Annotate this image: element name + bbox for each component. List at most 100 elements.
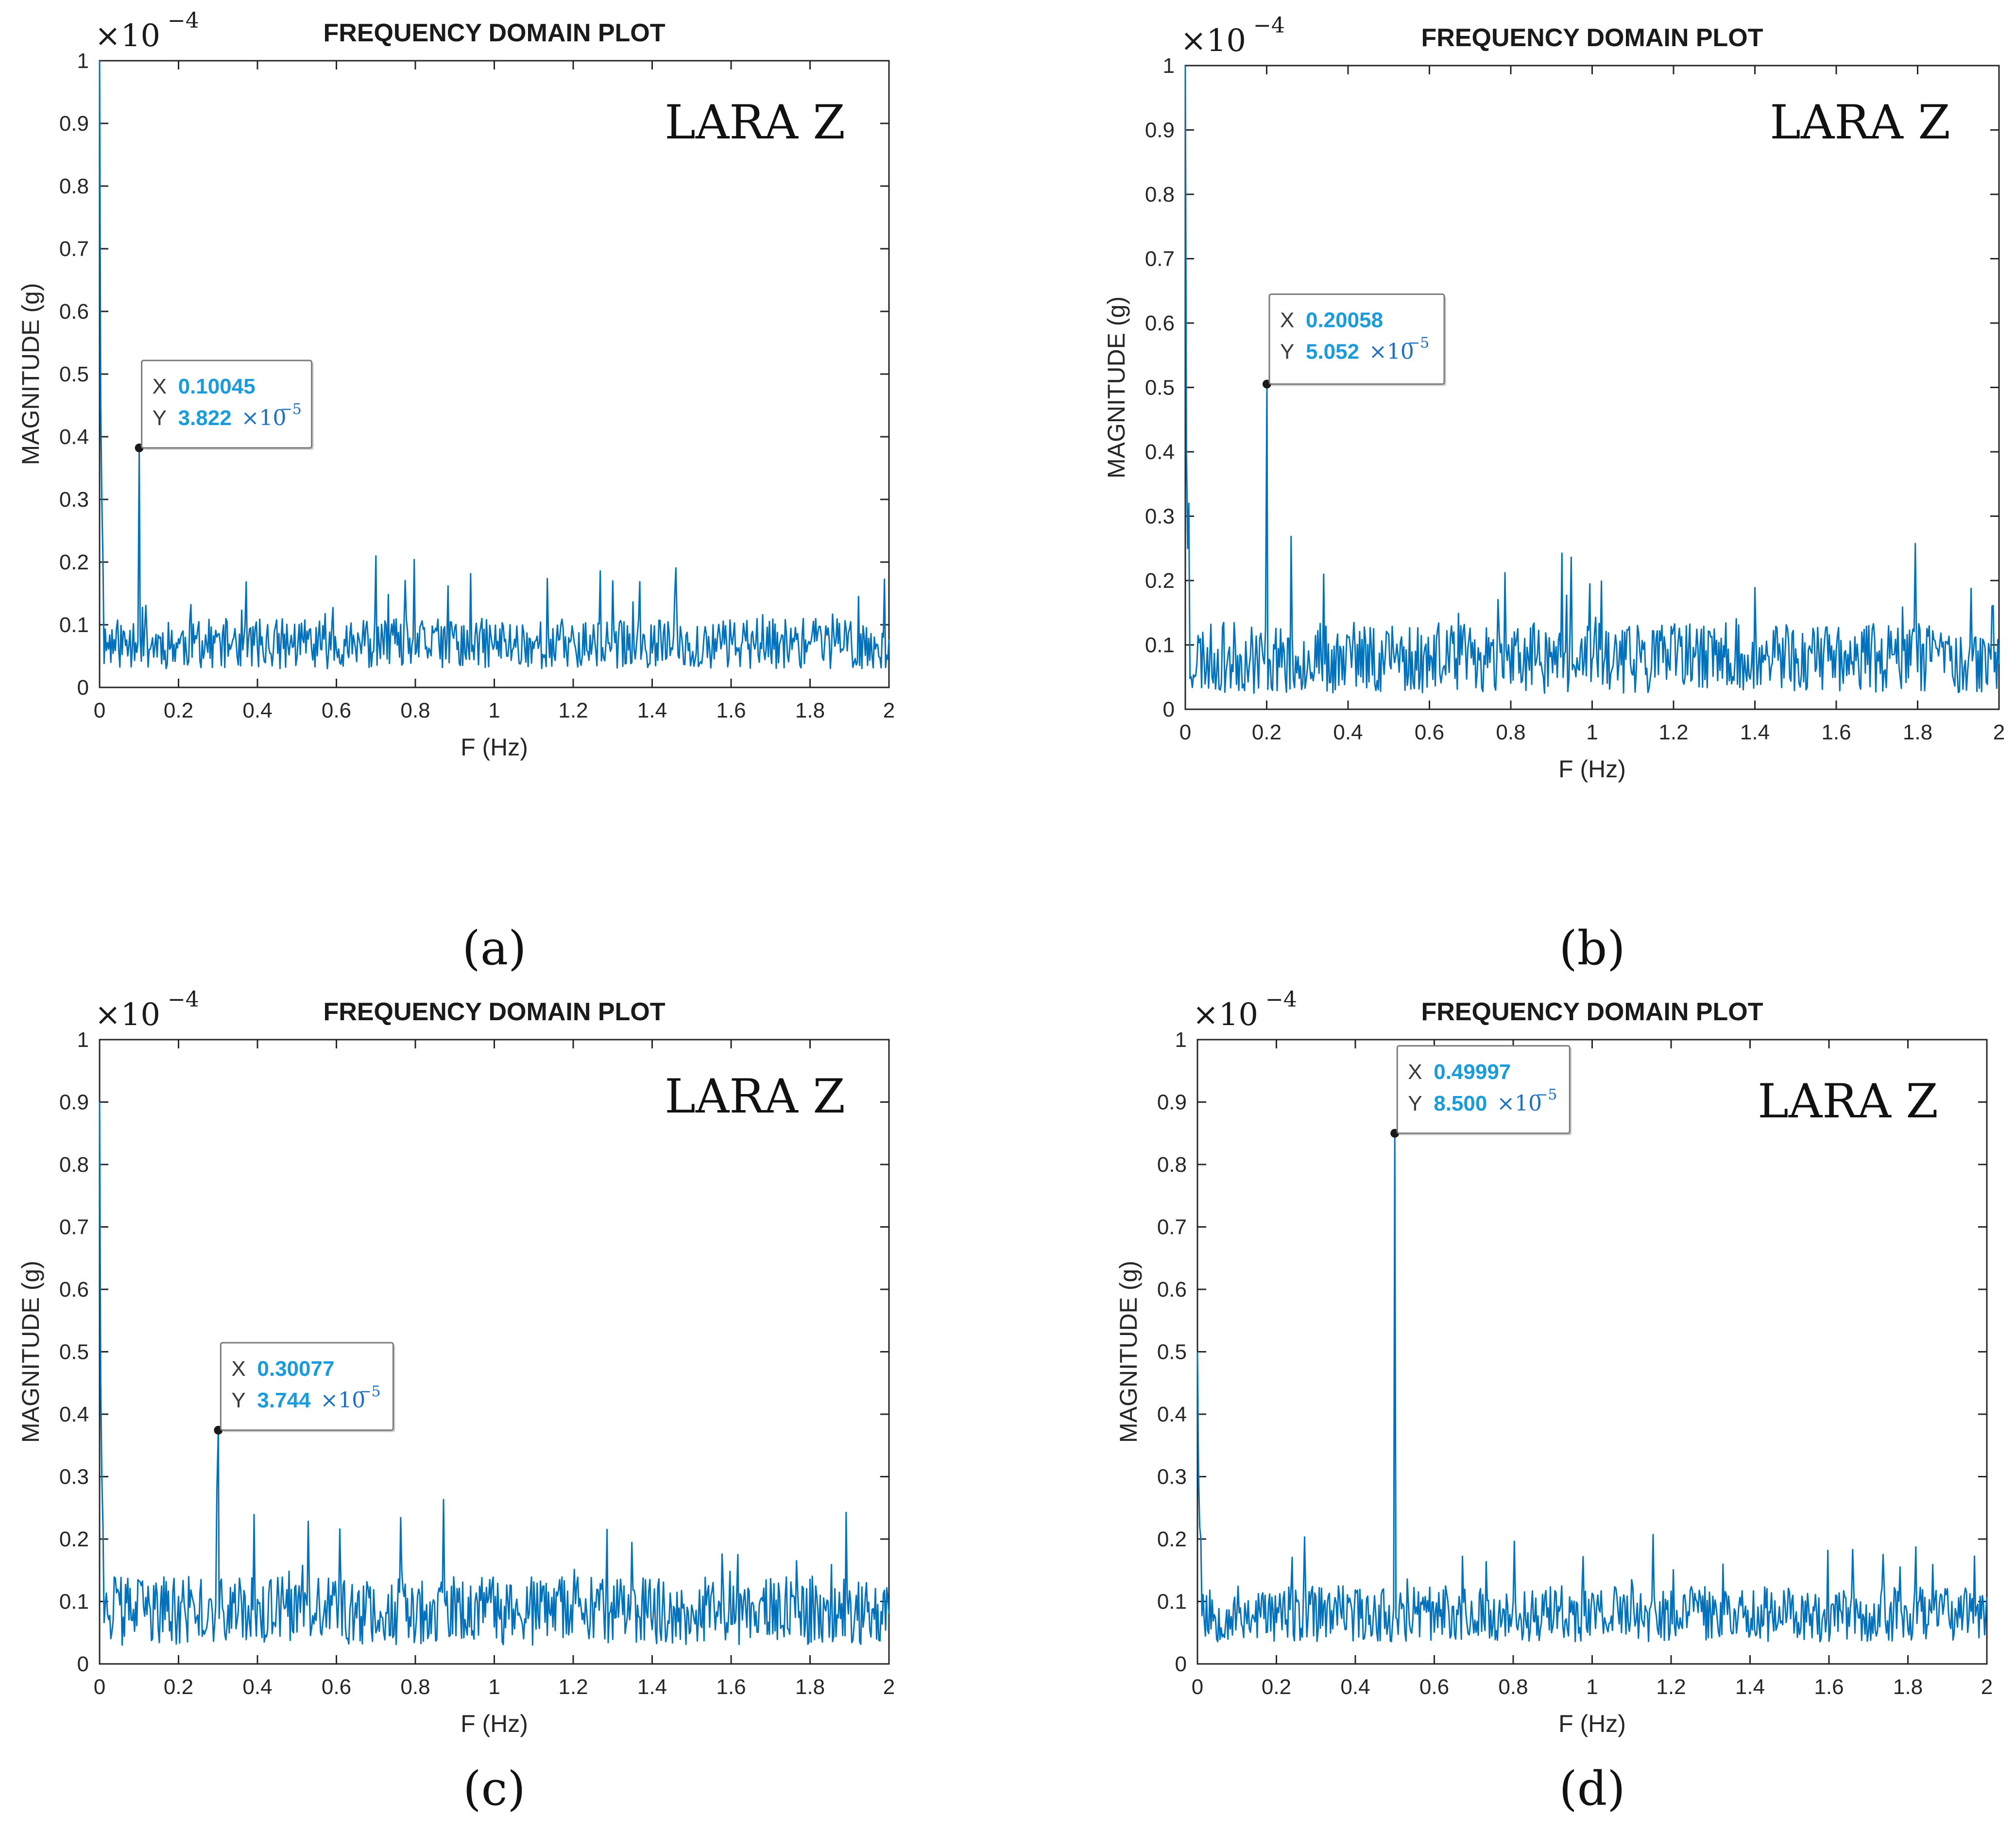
x-tick-label: 1: [488, 1675, 500, 1699]
y-tick-label: 0.2: [1157, 1527, 1187, 1551]
x-tick-label: 2: [1993, 720, 2005, 744]
datatip-box: [1396, 1045, 1571, 1134]
x-tick-label: 0.4: [1333, 720, 1363, 744]
x-tick-label: 0.6: [1415, 720, 1444, 744]
series-line: [99, 1102, 890, 1646]
y-tick-label: 0.8: [59, 174, 89, 198]
y-tick-label: 1: [77, 49, 89, 73]
y-tick-label: 0: [77, 1652, 89, 1676]
datatip-y-exp: −5: [359, 1383, 380, 1400]
x-tick-label: 0.4: [1340, 1675, 1370, 1699]
datatip-y-exp-base: ×10: [241, 406, 287, 430]
y-tick-label: 0.9: [59, 1091, 89, 1114]
y-tick-label: 0.7: [1145, 247, 1175, 271]
y-tick-label: 1: [1163, 54, 1175, 78]
y-tick-label: 0.6: [59, 300, 89, 324]
x-tick-label: 1.2: [1656, 1675, 1686, 1699]
x-tick-label: 0.6: [322, 699, 351, 722]
y-tick-label: 0.3: [1145, 505, 1175, 529]
datatip-x-key: X: [231, 1357, 245, 1381]
x-tick-label: 0: [1179, 720, 1191, 744]
x-tick-label: 1: [488, 699, 500, 722]
datatip-box: [141, 360, 313, 449]
x-tick-label: 1.6: [1814, 1675, 1844, 1699]
x-tick-label: 1.4: [637, 699, 667, 722]
plot-area: [1184, 65, 2000, 710]
y-tick-label: 0.6: [1145, 311, 1175, 335]
x-tick-label: 0.2: [1252, 720, 1281, 744]
y-scale-exponent: −4: [168, 8, 199, 33]
y-tick-label: 0.9: [59, 112, 89, 136]
y-tick-label: 0.9: [1157, 1091, 1187, 1114]
chart-a: 0 0.2 0.4 0.6 0.8 1 1.2 1.4 1.6 1.8 2 0 0.1 0.2 0.3 0.4…: [17, 8, 895, 976]
chart-title: FREQUENCY DOMAIN PLOT: [1421, 24, 1763, 52]
chart-title: FREQUENCY DOMAIN PLOT: [324, 998, 666, 1026]
datatip-y-exp: −5: [1536, 1086, 1557, 1103]
datatip-x-value: 0.49997: [1434, 1060, 1511, 1084]
datatip-y-value: 8.500: [1434, 1092, 1487, 1115]
x-tick-label: 0: [94, 699, 105, 722]
chart-c: 0 0.2 0.4 0.6 0.8 1 1.2 1.4 1.6 1.8 2 0 0.1 0.2 0.3 0.4…: [17, 987, 895, 1816]
datatip-y-exp-base: ×10: [320, 1388, 365, 1413]
x-tick-label: 1.8: [795, 699, 825, 722]
y-tick-label: 0.4: [1145, 440, 1175, 464]
x-tick-label: 0: [94, 1675, 105, 1699]
x-tick-label: 0.2: [164, 1675, 193, 1699]
datatip-y-value: 3.822: [178, 406, 232, 430]
chart-annotation: LARA Z: [1770, 95, 1950, 150]
y-tick-label: 0.1: [1157, 1590, 1187, 1614]
plot-area: [99, 1039, 890, 1665]
y-tick-label: 0.7: [59, 1216, 89, 1239]
x-tick-label: 2: [1981, 1675, 1993, 1699]
series-line: [1184, 65, 2000, 694]
y-tick-label: 0.5: [1145, 376, 1175, 400]
y-tick-label: 0.3: [1157, 1465, 1187, 1489]
y-tick-label: 0.6: [59, 1278, 89, 1301]
x-axis-label: F (Hz): [461, 1710, 528, 1737]
y-scale-label: ×10: [95, 18, 160, 54]
x-tick-label: 1.8: [1903, 720, 1932, 744]
chart-d: 0 0.2 0.4 0.6 0.8 1 1.2 1.4 1.6 1.8 2 0 0.1 0.2 0.3 0.4…: [1115, 987, 1993, 1816]
x-tick-label: 1.2: [1658, 720, 1688, 744]
x-tick-label: 0.4: [242, 1675, 272, 1699]
x-tick-label: 1.6: [716, 1675, 746, 1699]
y-tick-label: 0.2: [59, 1527, 89, 1551]
x-tick-label: 1.4: [1735, 1675, 1765, 1699]
chart-title: FREQUENCY DOMAIN PLOT: [324, 19, 666, 47]
x-axis-label: F (Hz): [1558, 1710, 1626, 1737]
x-tick-label: 2: [883, 1675, 895, 1699]
x-tick-label: 0.2: [164, 699, 193, 722]
datatip-y-exp: −5: [1408, 335, 1429, 352]
datatip-box: [1268, 293, 1445, 385]
y-scale-exponent: −4: [1253, 13, 1285, 38]
y-tick-label: 0: [77, 676, 89, 700]
datatip[interactable]: X 0.30077 Y 3.744 ×10−5: [220, 1342, 395, 1432]
datatip-x-value: 0.30077: [257, 1357, 334, 1381]
series-line: [99, 60, 890, 669]
datatip-box: [220, 1342, 394, 1431]
datatip-y-exp-base: ×10: [1369, 340, 1414, 364]
x-tick-label: 1.6: [716, 699, 746, 722]
datatip-y-value: 3.744: [257, 1388, 311, 1412]
y-scale-exponent: −4: [168, 987, 199, 1012]
panel-label: (a): [462, 921, 526, 976]
y-tick-label: 0.6: [1157, 1278, 1187, 1301]
x-tick-label: 1.2: [558, 1675, 588, 1699]
y-tick-label: 0.8: [1145, 183, 1175, 206]
y-tick-label: 0.1: [59, 613, 89, 637]
x-tick-label: 2: [883, 699, 895, 722]
datatip-x-value: 0.10045: [178, 375, 256, 398]
datatip-x-value: 0.20058: [1306, 308, 1383, 332]
panel-label: (c): [463, 1762, 526, 1816]
datatip[interactable]: X 0.20058 Y 5.052 ×10−5: [1268, 293, 1446, 386]
datatip[interactable]: X 0.49997 Y 8.500 ×10−5: [1396, 1045, 1572, 1135]
y-axis-label: MAGNITUDE (g): [1115, 1261, 1142, 1443]
datatip-x-key: X: [1280, 308, 1294, 332]
datatip[interactable]: X 0.10045 Y 3.822 ×10−5: [141, 360, 314, 450]
y-tick-label: 0.1: [59, 1590, 89, 1614]
x-tick-label: 1: [1586, 720, 1598, 744]
y-axis-label: MAGNITUDE (g): [17, 1261, 44, 1443]
y-scale-label: ×10: [1193, 997, 1258, 1033]
x-tick-label: 1.4: [1740, 720, 1770, 744]
y-tick-label: 0.2: [1145, 569, 1175, 593]
